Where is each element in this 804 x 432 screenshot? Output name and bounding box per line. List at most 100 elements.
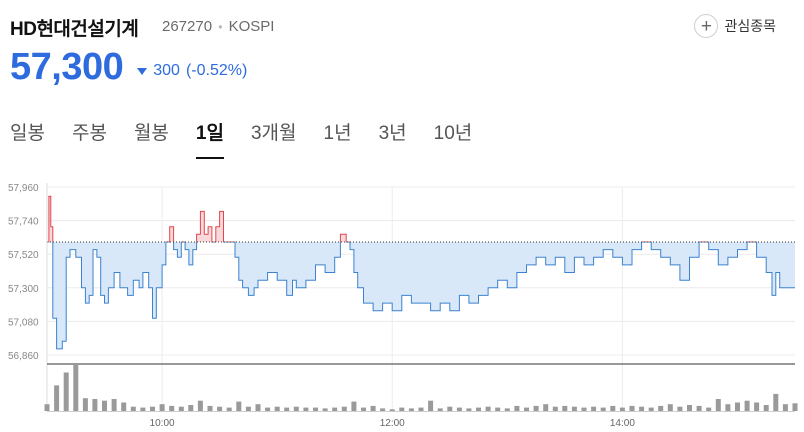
volume-bar [408, 408, 414, 411]
volume-bar [380, 408, 386, 411]
volume-bar [706, 407, 712, 411]
volume-bar [197, 400, 203, 411]
volume-bar [361, 407, 366, 411]
stock-name: HD현대건설기계 [10, 19, 139, 40]
volume-bar [389, 409, 395, 411]
volume-bar [332, 407, 338, 411]
volume-bar [82, 398, 88, 411]
volume-bar [207, 405, 213, 411]
volume-bar [581, 407, 587, 411]
tab-10years[interactable]: 10년 [433, 123, 473, 144]
volume-bar [667, 404, 673, 411]
volume-bar [591, 406, 597, 411]
volume-bar [514, 405, 520, 411]
stock-code: 267270 [162, 18, 213, 35]
volume-bar [782, 404, 788, 411]
volume-bar [341, 406, 347, 411]
volume-bar [754, 402, 760, 411]
current-price: 57,300 [10, 45, 124, 88]
volume-bar [629, 405, 635, 411]
volume-bar [169, 405, 175, 411]
volume-bar [735, 402, 740, 411]
volume-bar [140, 407, 146, 411]
tab-daily[interactable]: 일봉 [10, 123, 45, 144]
volume-bar [265, 407, 271, 411]
price-change: 300 (-0.52%) [137, 62, 247, 80]
tab-3months[interactable]: 3개월 [250, 123, 297, 144]
watchlist-label: 관심종목 [724, 18, 776, 34]
meta-separator: • [218, 20, 223, 34]
volume-bar [600, 407, 606, 411]
volume-bar [562, 405, 568, 411]
price-row: 57,300 300 (-0.52%) [10, 44, 247, 90]
volume-bar [322, 408, 328, 411]
volume-bar [121, 402, 127, 411]
stock-meta: 267270 • KOSPI [162, 18, 274, 35]
volume-bar [485, 406, 491, 411]
volume-bar [725, 404, 731, 411]
volume-bar [418, 407, 424, 411]
volume-bar [552, 406, 558, 411]
change-percent: (-0.52%) [185, 62, 248, 79]
market-name: KOSPI [228, 18, 275, 35]
volume-bar [610, 405, 616, 411]
volume-bar [524, 407, 529, 411]
volume-bar [92, 399, 98, 411]
tab-1year[interactable]: 1년 [323, 123, 352, 144]
down-triangle-icon [137, 67, 148, 75]
change-amount: 300 [153, 62, 180, 79]
volume-bar [255, 404, 261, 411]
tab-1day[interactable]: 1일 [195, 112, 224, 159]
volume-bar [792, 403, 798, 411]
volume-bar [111, 399, 117, 411]
tab-weekly[interactable]: 주봉 [71, 123, 107, 144]
volume-bar [533, 405, 539, 411]
volume-bar [571, 406, 577, 411]
volume-bar [466, 408, 472, 411]
plus-circle-icon: + [694, 14, 719, 38]
volume-bar [284, 407, 290, 411]
volume-bar [428, 400, 434, 411]
volume-bar [54, 385, 60, 411]
y-tick-label: 57,080 [8, 317, 39, 328]
y-tick-label: 57,300 [8, 284, 39, 295]
volume-bar [236, 401, 242, 411]
volume-bar [399, 407, 405, 411]
volume-bar [763, 405, 769, 411]
volume-bar [44, 404, 50, 411]
volume-bar [648, 407, 654, 411]
price-area-down [47, 241, 795, 349]
add-watchlist-button[interactable]: + 관심종목 [694, 12, 776, 40]
volume-bar [744, 400, 750, 411]
volume-bar [476, 407, 481, 411]
y-tick-label: 57,960 [8, 183, 39, 194]
volume-bar [773, 393, 779, 411]
volume-bar [130, 406, 136, 411]
x-tick-label: 14:00 [610, 418, 635, 429]
volume-bar [102, 400, 107, 411]
x-tick-label: 10:00 [150, 418, 175, 429]
volume-bar [217, 406, 223, 411]
y-tick-label: 57,520 [8, 250, 39, 261]
volume-bar [351, 401, 357, 411]
volume-bar [543, 404, 549, 411]
volume-bar [313, 407, 318, 411]
volume-bar [178, 406, 184, 411]
volume-bar [696, 405, 702, 411]
volume-bar [293, 406, 299, 411]
volume-bar [437, 408, 443, 411]
y-tick-label: 56,860 [8, 351, 39, 362]
volume-bar [677, 406, 683, 411]
tab-3years[interactable]: 3년 [378, 123, 407, 144]
period-tabs: 일봉 주봉 월봉 1일 3개월 1년 3년 10년 [10, 112, 499, 160]
intraday-price-chart[interactable]: 57,960 57,740 57,520 57,300 57,080 56,860 10:0… [0, 168, 804, 432]
volume-bar [188, 405, 194, 411]
volume-bar [370, 405, 376, 411]
volume-bar [150, 406, 155, 411]
volume-bar [619, 407, 625, 411]
volume-bar [715, 399, 721, 411]
volume-bar [226, 407, 232, 411]
tab-monthly[interactable]: 월봉 [133, 123, 169, 144]
volume-bar [447, 406, 453, 411]
volume-bar [63, 372, 69, 411]
